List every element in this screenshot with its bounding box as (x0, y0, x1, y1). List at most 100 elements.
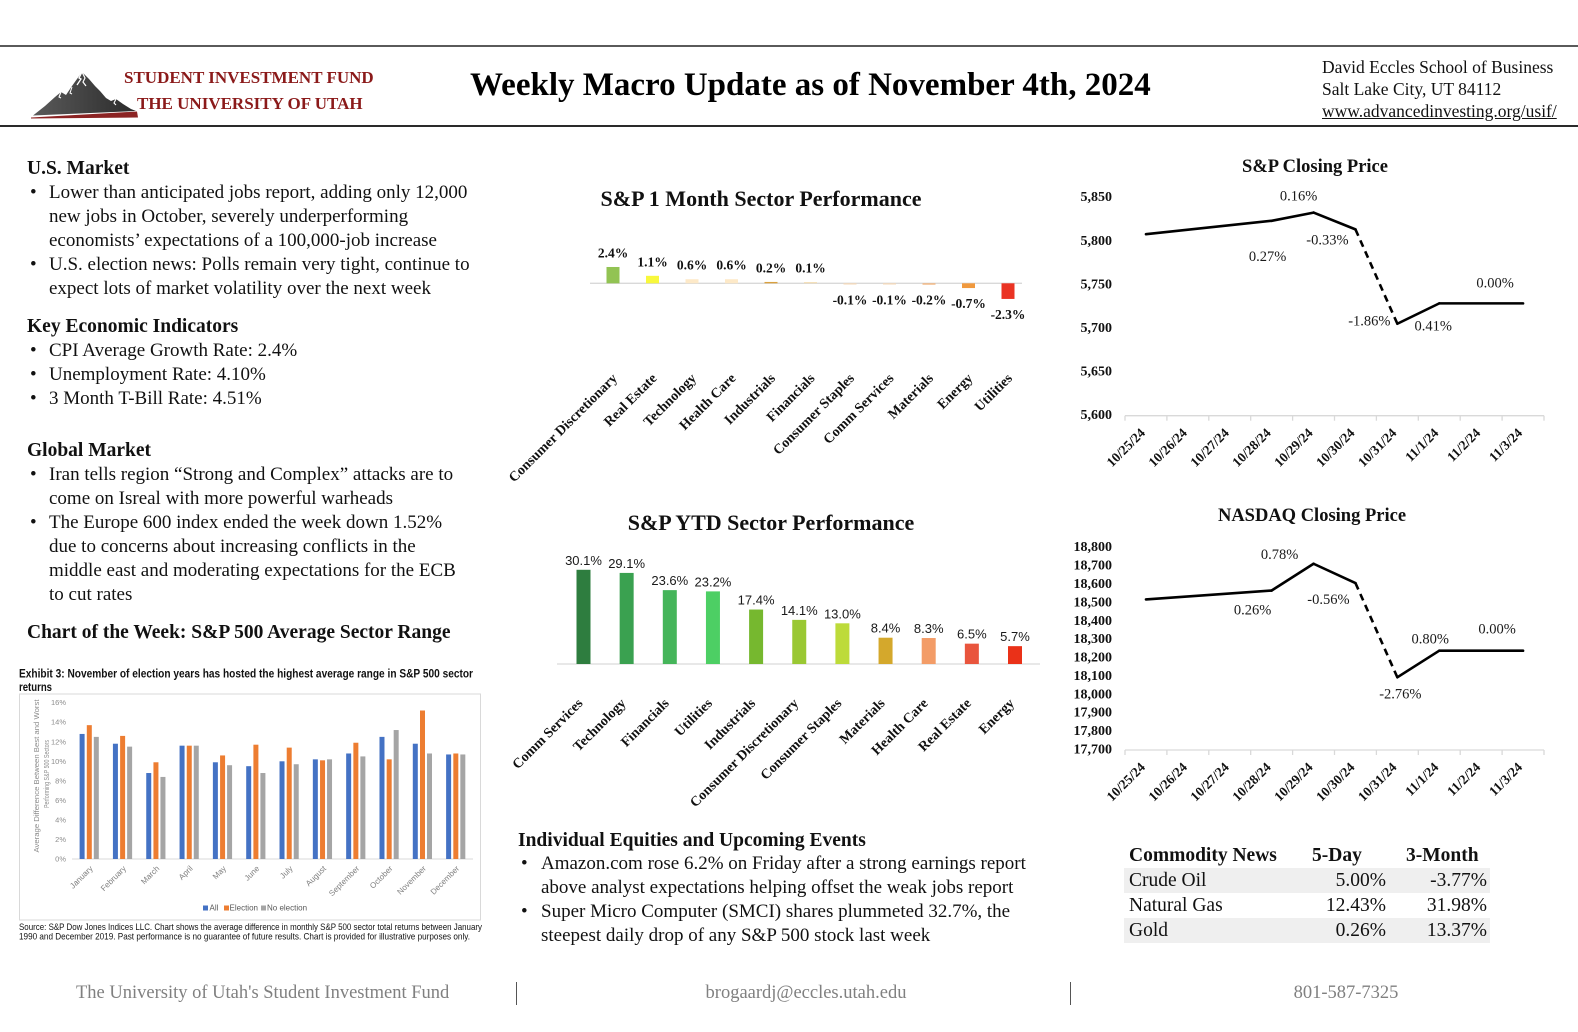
bar-election (386, 759, 392, 859)
bullet-item: CPI Average Growth Rate: 2.4% (27, 339, 497, 363)
bullet-item: Lower than anticipated jobs report, addi… (27, 181, 497, 253)
nasdaq-closing-chart-title: NASDAQ Closing Price (1217, 506, 1407, 526)
bar-all (379, 736, 385, 859)
bar-industrials (764, 281, 778, 284)
bullet-line: to cut rates (49, 584, 133, 605)
x-tick-label: 10/25/24 (1104, 759, 1149, 804)
y-tick-label: 14% (51, 718, 66, 727)
y-axis-title: Performing S&P 500 Sectors (42, 740, 51, 808)
column-header: 5-Day (1312, 845, 1362, 866)
five-day-change: 0.26% (1335, 920, 1386, 941)
bullet-item: Iran tells region “Strong and Complex” a… (27, 463, 497, 511)
exhibit-source-line: Source: S&P Dow Jones Indices LLC. Chart… (19, 922, 482, 933)
table-row: Gold 0.26% 13.37% (1124, 918, 1490, 943)
commodity-header-row: Commodity News 5-Day 3-Month (1124, 843, 1490, 868)
bullet-line: steepest daily drop of any S&P 500 stock… (541, 925, 931, 946)
global-market-section: Global Market Iran tells region “Strong … (27, 439, 497, 607)
commodity-name: Natural Gas (1129, 895, 1223, 916)
category-label: Health Care (677, 371, 739, 433)
bullet-icon (30, 363, 37, 387)
bullet-icon (30, 181, 37, 205)
bar-no-election (160, 776, 166, 859)
bar-health-care (725, 279, 738, 284)
data-label: 2.4% (598, 245, 628, 260)
bullet-line: expect lots of market volatility over th… (49, 278, 431, 299)
exhibit-title-line: returns (19, 680, 52, 694)
x-tick-label: 10/27/24 (1187, 759, 1232, 804)
header-top-rule (0, 45, 1578, 47)
commodity-name: Gold (1129, 920, 1168, 941)
y-tick-label: 18,300 (1074, 632, 1113, 647)
data-label: 0.6% (677, 258, 707, 273)
bullet-line: The Europe 600 index ended the week down… (49, 512, 443, 533)
x-tick-label: 10/29/24 (1271, 759, 1316, 804)
month-label: October (368, 864, 395, 891)
change-label: 0.27% (1249, 249, 1286, 265)
x-tick-label: 10/30/24 (1313, 759, 1358, 804)
category-label: Consumer Staples (771, 371, 859, 459)
bar-election (153, 762, 159, 859)
bar-no-election (193, 745, 199, 859)
category-label: Materials (886, 371, 938, 423)
bar-no-election (393, 730, 399, 859)
category-label: Consumer Discretionary (688, 696, 802, 810)
legend-label: All (210, 904, 219, 913)
contact-school: David Eccles School of Business (1322, 57, 1554, 77)
footer-email[interactable]: brogaardj@eccles.utah.edu (705, 983, 907, 1003)
page-title: Weekly Macro Update as of November 4th, … (470, 67, 1151, 103)
category-label: Consumer Staples (758, 696, 846, 784)
bullet-item: The Europe 600 index ended the week down… (27, 511, 497, 607)
data-label: 23.6% (651, 573, 688, 588)
x-tick-label: 10/28/24 (1229, 425, 1274, 470)
category-label: Industrials (722, 371, 779, 428)
data-label: -2.3% (991, 307, 1026, 322)
data-label: 13.0% (824, 606, 861, 621)
line-segment (1312, 211, 1357, 231)
bar-all (246, 766, 252, 859)
sector-ytd-chart-title: S&P YTD Sector Performance (627, 510, 915, 535)
y-tick-label: 0% (55, 855, 66, 864)
bar-financials (804, 282, 817, 284)
bar-all (146, 773, 152, 859)
bar-all (312, 759, 318, 859)
bar-election (86, 725, 92, 859)
section-heading: Global Market (27, 440, 152, 461)
change-label: -0.56% (1307, 592, 1349, 608)
line-segment (1144, 589, 1273, 601)
bar-no-election (327, 759, 333, 859)
legend-swatch (261, 905, 266, 911)
website-link[interactable]: www.advancedinvesting.org/usif/ (1322, 101, 1557, 121)
section-heading: Chart of the Week: S&P 500 Average Secto… (27, 622, 451, 643)
bar-election (120, 735, 126, 859)
y-tick-label: 18,100 (1074, 669, 1113, 684)
logo-line-2: THE UNIVERSITY OF UTAH (137, 94, 363, 113)
five-day-change: 5.00% (1335, 870, 1386, 891)
bar-comm-services (883, 283, 896, 285)
y-tick-label: 5,650 (1081, 365, 1113, 380)
bar-election (220, 755, 226, 859)
x-tick-label: 10/31/24 (1355, 425, 1400, 470)
legend-swatch (203, 905, 208, 911)
three-month-change: 31.98% (1426, 895, 1487, 916)
sp-closing-chart-title: S&P Closing Price (1242, 157, 1388, 177)
three-month-change: 13.37% (1426, 920, 1487, 941)
bullet-line: Super Micro Computer (SMCI) shares plumm… (541, 901, 1011, 922)
bar-technology (619, 572, 634, 664)
month-label: November (395, 864, 428, 897)
bar-consumer-discretionary (792, 619, 807, 664)
exhibit-chart-frame (19, 693, 481, 921)
x-tick-label: 11/1/24 (1402, 425, 1441, 464)
data-label: 5.7% (1000, 629, 1030, 644)
y-tick-label: 18,800 (1074, 540, 1113, 555)
data-label: -0.1% (833, 293, 868, 308)
category-label: Utilities (972, 371, 1016, 415)
bar-election (420, 710, 425, 859)
equities-section: Individual Equities and Upcoming Events … (518, 830, 1048, 948)
month-label: December (429, 864, 462, 897)
y-tick-label: 5,700 (1081, 321, 1113, 336)
data-label: 6.5% (957, 627, 987, 642)
bullet-icon (521, 900, 528, 924)
bar-no-election (293, 764, 299, 859)
bar-election (353, 742, 359, 859)
website-link-wrap: www.advancedinvesting.org/usif/ (1322, 101, 1557, 122)
